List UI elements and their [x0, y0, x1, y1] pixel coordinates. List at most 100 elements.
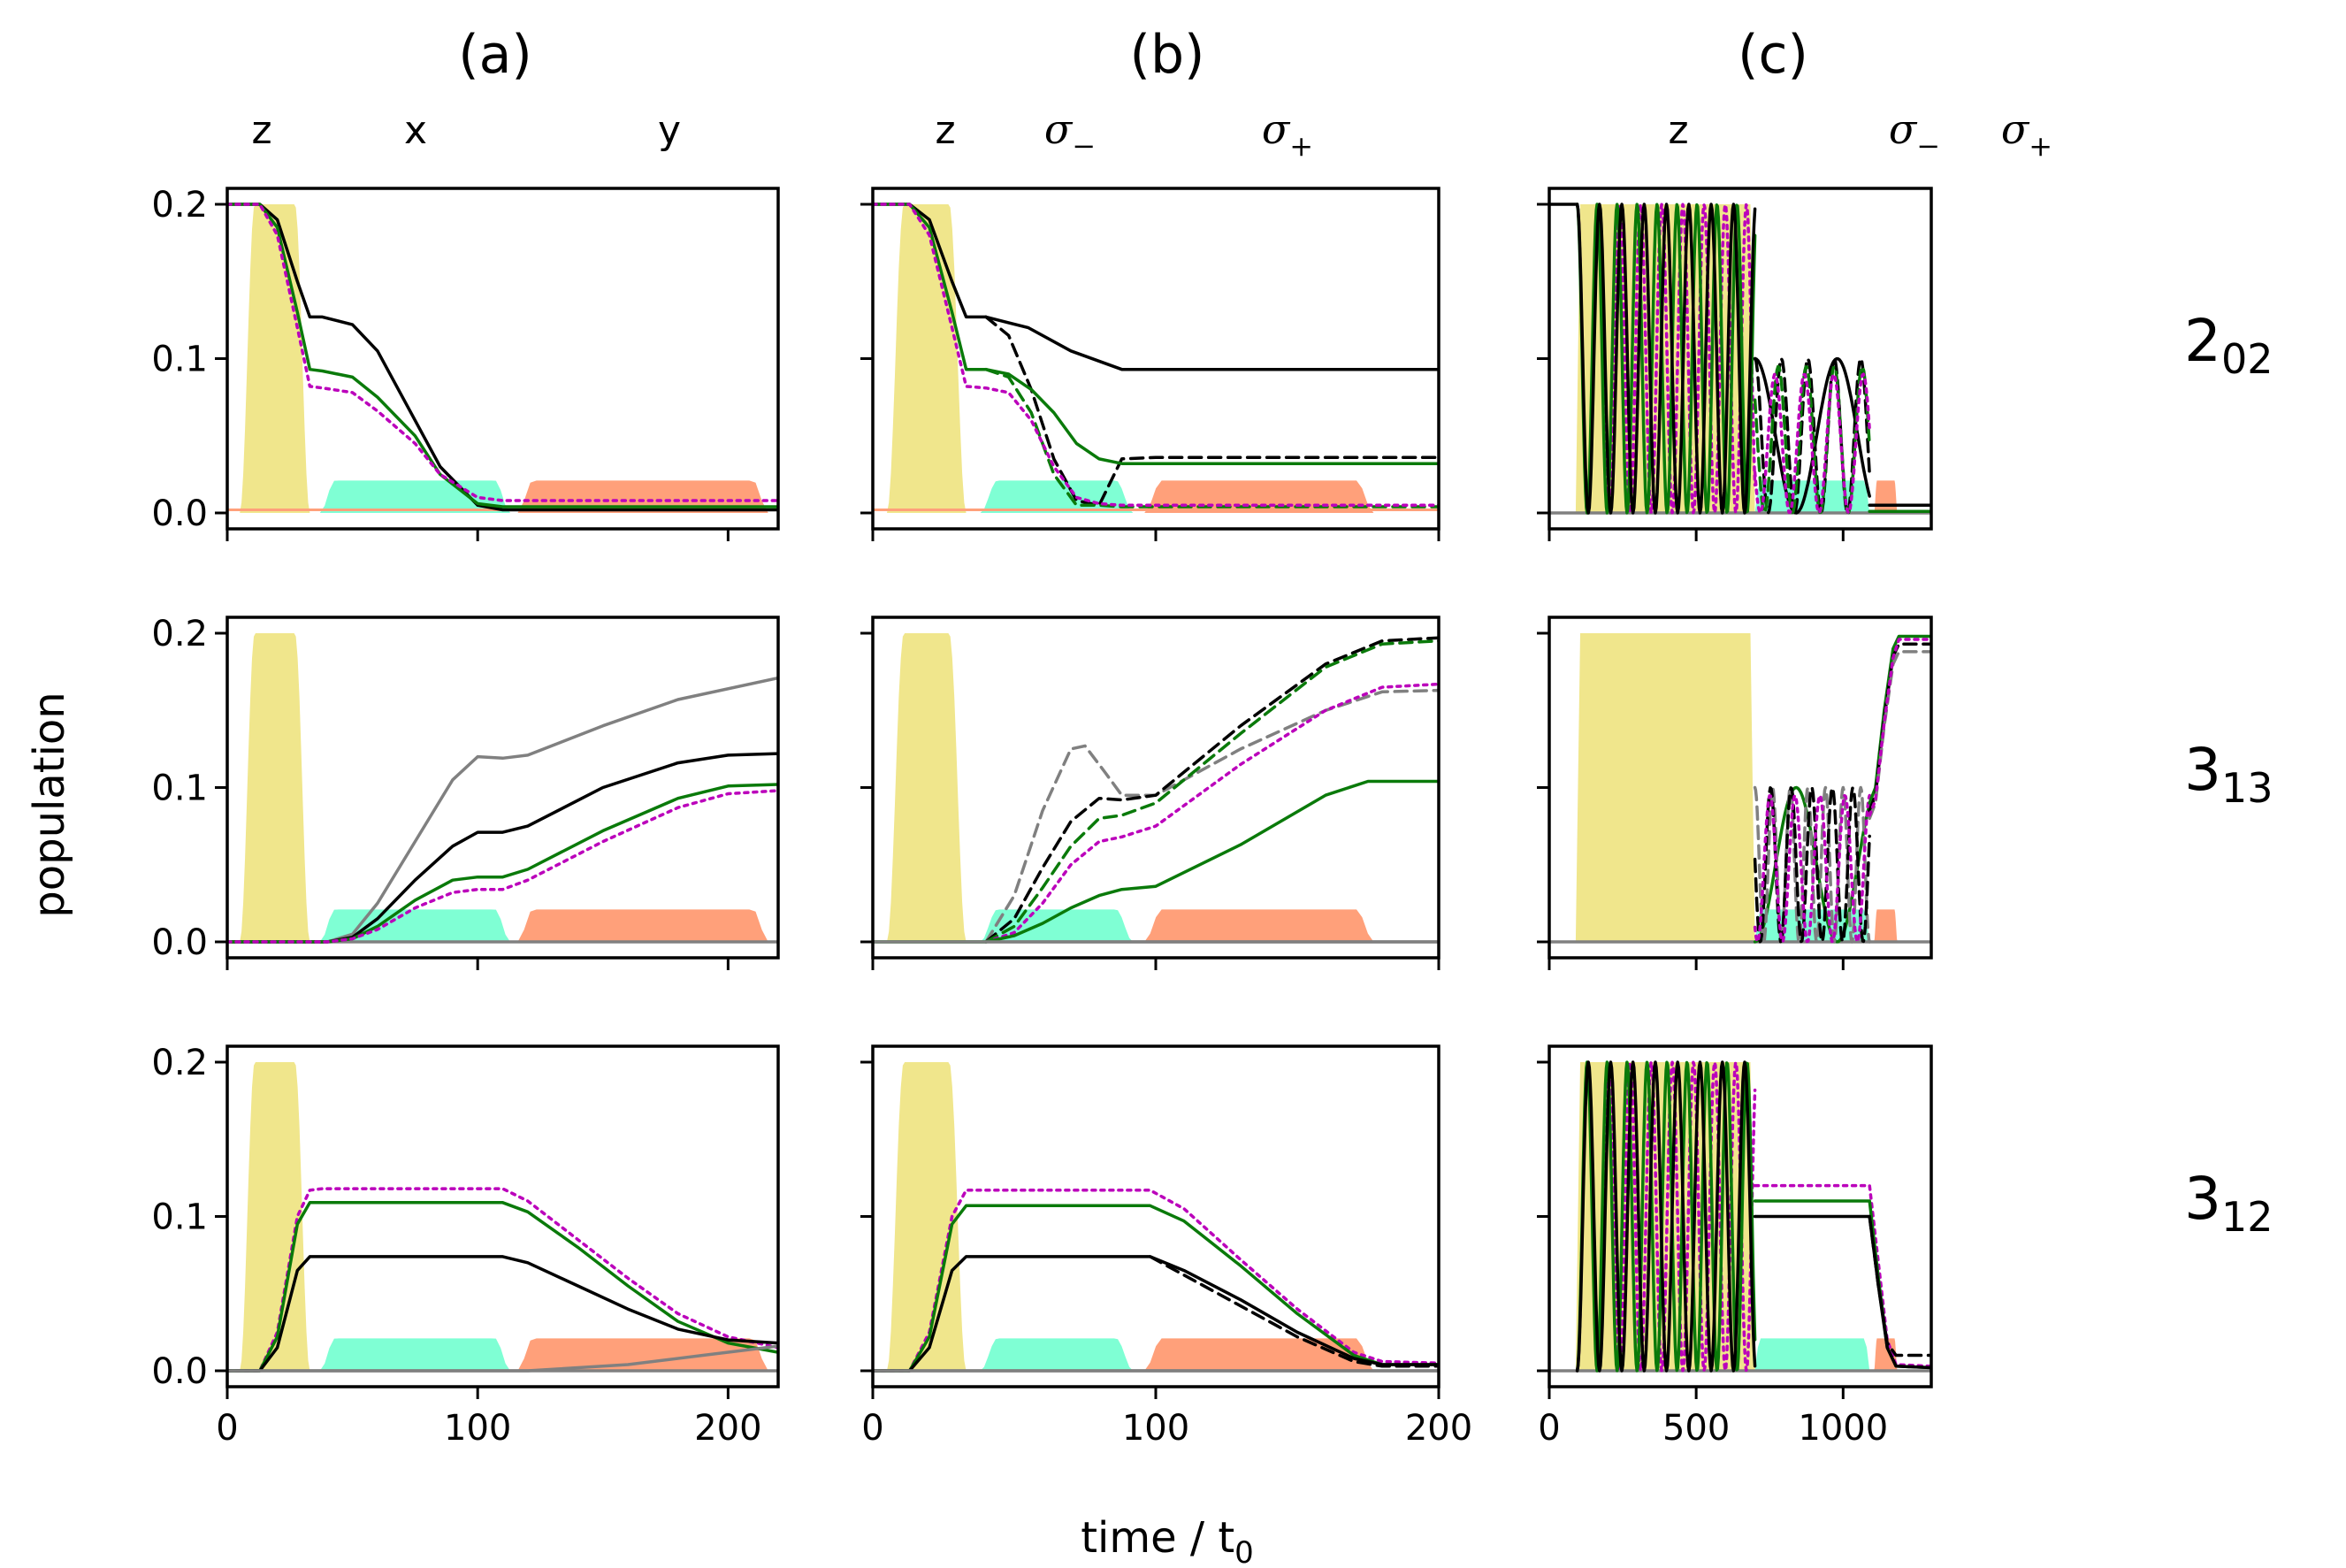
z-pulse — [887, 633, 967, 942]
x-tick-label: 200 — [694, 1408, 761, 1449]
panel-frame — [225, 187, 780, 531]
series-black-osc — [1575, 1060, 1757, 1373]
y-tick-label: 0.0 — [151, 1351, 208, 1392]
series-green-dashed — [984, 367, 1439, 509]
panel-2-1 — [873, 1062, 1439, 1373]
series-gray-dashed-sigma — [1753, 785, 1871, 944]
x-tick-label: 200 — [1405, 1408, 1472, 1449]
y-tick-label: 0.1 — [151, 340, 208, 380]
z-pulse — [887, 204, 967, 513]
series-black-dashed — [984, 636, 1439, 944]
series-magenta-rise — [1868, 638, 1931, 817]
x-tick-label: 1000 — [1798, 1408, 1888, 1449]
sigma-minus-pulse — [1754, 1338, 1870, 1371]
panel-1-0 — [227, 633, 778, 944]
pulse-label-a-x: x — [404, 108, 427, 153]
series-black-dashed-sigma — [1753, 356, 1871, 515]
column-title-c: (c) — [1738, 24, 1808, 86]
sigma-plus-pulse — [1874, 480, 1898, 513]
series-green-rise — [1868, 634, 1931, 805]
series-green-dashed-sigma — [1753, 364, 1871, 515]
pulse-label-c-sigma-minus: σ− — [1889, 105, 1940, 163]
y-pulse — [517, 909, 768, 942]
x-tick-label: 500 — [1662, 1408, 1730, 1449]
pulse-label-c-sigma-plus: σ+ — [2001, 105, 2052, 163]
series-black-rise — [1868, 642, 1931, 813]
panel-1-2 — [1549, 633, 1931, 944]
y-pulse — [517, 480, 768, 513]
series-gray-dashed — [984, 688, 1439, 944]
y-tick-label: 0.1 — [151, 1197, 208, 1238]
series-green-solid — [227, 1201, 778, 1373]
series-magenta-dotted — [873, 203, 1439, 508]
sigma-plus-pulse — [1144, 1338, 1374, 1371]
x-tick-label: 0 — [861, 1408, 883, 1449]
z-pulse — [240, 204, 310, 513]
x-tick-label: 0 — [1538, 1408, 1560, 1449]
series-black-osc — [1575, 203, 1757, 515]
z-pulse — [240, 633, 310, 942]
sigma-plus-pulse — [1874, 909, 1898, 942]
x-axis-label: time / t0 — [1081, 1513, 1254, 1568]
x-pulse — [319, 1338, 510, 1371]
pulse-label-a-z: z — [251, 108, 271, 153]
series-magenta-sigma — [1753, 793, 1871, 944]
pulse-label-b-sigma-plus: σ+ — [1262, 105, 1313, 163]
state-label-312: 312 — [2184, 1165, 2273, 1241]
sigma-minus-pulse — [1754, 480, 1870, 513]
series-green-solid — [873, 779, 1439, 944]
panels-group: 0.0 0.1 0.2 0.0 0.1 0.2 0.0 0.1 0.2 0 100 200 0 100 20… — [151, 185, 1933, 1449]
pulse-label-c-z: z — [1668, 108, 1688, 153]
series-magenta-sigma — [1753, 372, 1871, 515]
column-title-a: (a) — [458, 24, 532, 86]
z-pulse — [1575, 633, 1755, 942]
pulse-label-a-y: y — [658, 108, 681, 153]
sigma-plus-pulse — [1874, 1338, 1898, 1371]
state-label-202: 202 — [2184, 307, 2273, 383]
panel-0-2 — [1549, 203, 1931, 515]
column-title-b: (b) — [1130, 24, 1205, 86]
y-tick-label: 0.2 — [151, 185, 208, 226]
y-tick-label: 0.2 — [151, 614, 208, 654]
panel-frame — [225, 1044, 780, 1388]
series-green-solid — [873, 1204, 1439, 1373]
y-axis-label: population — [25, 692, 74, 917]
series-gray-rise — [1868, 650, 1931, 821]
y-tick-label: 0.0 — [151, 493, 208, 534]
state-label-313: 313 — [2184, 736, 2273, 812]
x-tick-label: 100 — [1122, 1408, 1189, 1449]
series-black-solid — [227, 1255, 778, 1373]
series-magenta-osc — [1575, 203, 1757, 515]
pulse-label-b-z: z — [935, 108, 955, 153]
series-black-dashed — [1148, 1255, 1439, 1368]
y-tick-label: 0.0 — [151, 922, 208, 963]
x-tick-label: 100 — [444, 1408, 511, 1449]
pulse-label-b-sigma-minus: σ− — [1044, 105, 1096, 163]
panel-0-1 — [873, 203, 1439, 513]
series-magenta-dotted — [227, 203, 778, 502]
panel-2-2 — [1549, 1060, 1931, 1373]
y-tick-label: 0.1 — [151, 769, 208, 809]
y-pulse — [517, 1338, 768, 1371]
panel-1-1 — [873, 633, 1439, 944]
panel-0-0 — [227, 203, 778, 513]
series-green-solid — [227, 203, 778, 509]
series-black-solid — [227, 203, 778, 512]
panel-2-0 — [227, 1062, 778, 1373]
sigma-minus-pulse — [980, 1338, 1134, 1371]
series-magenta-dotted — [227, 789, 778, 944]
series-gray-solid — [227, 1344, 778, 1373]
series-black-dashed — [984, 315, 1439, 508]
series-gray-solid — [227, 676, 778, 944]
series-green-solid — [873, 203, 1439, 465]
series-black-dashed-drop — [1868, 1214, 1931, 1358]
series-green-dashed — [984, 639, 1439, 944]
sigma-plus-pulse — [1144, 909, 1374, 942]
panel-frame — [225, 616, 780, 960]
x-tick-label: 0 — [216, 1408, 238, 1449]
z-pulse — [240, 1062, 310, 1371]
series-magenta-dotted — [984, 682, 1439, 944]
series-magenta-osc — [1575, 1060, 1757, 1373]
z-pulse — [887, 1062, 967, 1371]
